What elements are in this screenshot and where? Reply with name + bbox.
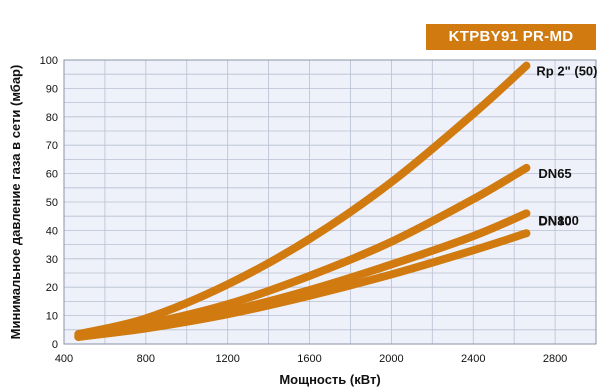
plot-frame bbox=[63, 59, 597, 345]
series-label: DN80 bbox=[538, 213, 571, 228]
x-tick-label: 1200 bbox=[215, 353, 239, 365]
y-tick-label: 30 bbox=[46, 254, 58, 266]
grid-lines bbox=[63, 59, 597, 345]
series-label: Rp 2" (50) bbox=[536, 64, 597, 79]
series-line bbox=[74, 61, 531, 339]
y-tick-label: 70 bbox=[46, 140, 58, 152]
x-tick-label: 800 bbox=[137, 353, 155, 365]
series-label: DN65 bbox=[538, 166, 571, 181]
y-axis-title: Минимальное давление газа в сети (мбар) bbox=[8, 65, 23, 340]
x-tick-label: 2800 bbox=[543, 353, 567, 365]
x-tick-label: 2400 bbox=[461, 353, 485, 365]
tick-labels: 0 10 20 30 40 50 60 70 80 90 100 400 800 1200 1600 2000… bbox=[40, 55, 568, 365]
model-badge: KTPBY91 PR-MD bbox=[426, 24, 596, 50]
y-tick-label: 0 bbox=[52, 339, 58, 351]
y-tick-label: 60 bbox=[46, 169, 58, 181]
x-tick-label: 2000 bbox=[379, 353, 403, 365]
y-tick-label: 10 bbox=[46, 311, 58, 323]
y-tick-label: 40 bbox=[46, 225, 58, 237]
series-lines bbox=[74, 61, 531, 341]
x-axis-title: Мощность (кВт) bbox=[279, 372, 380, 387]
series-label: DN100 bbox=[538, 213, 578, 228]
y-tick-label: 50 bbox=[46, 197, 58, 209]
x-tick-label: 1600 bbox=[297, 353, 321, 365]
y-tick-label: 80 bbox=[46, 112, 58, 124]
y-tick-label: 100 bbox=[40, 55, 58, 67]
x-tick-label: 400 bbox=[55, 353, 73, 365]
y-tick-label: 90 bbox=[46, 83, 58, 95]
series-line bbox=[74, 229, 531, 341]
y-tick-label: 20 bbox=[46, 282, 58, 294]
